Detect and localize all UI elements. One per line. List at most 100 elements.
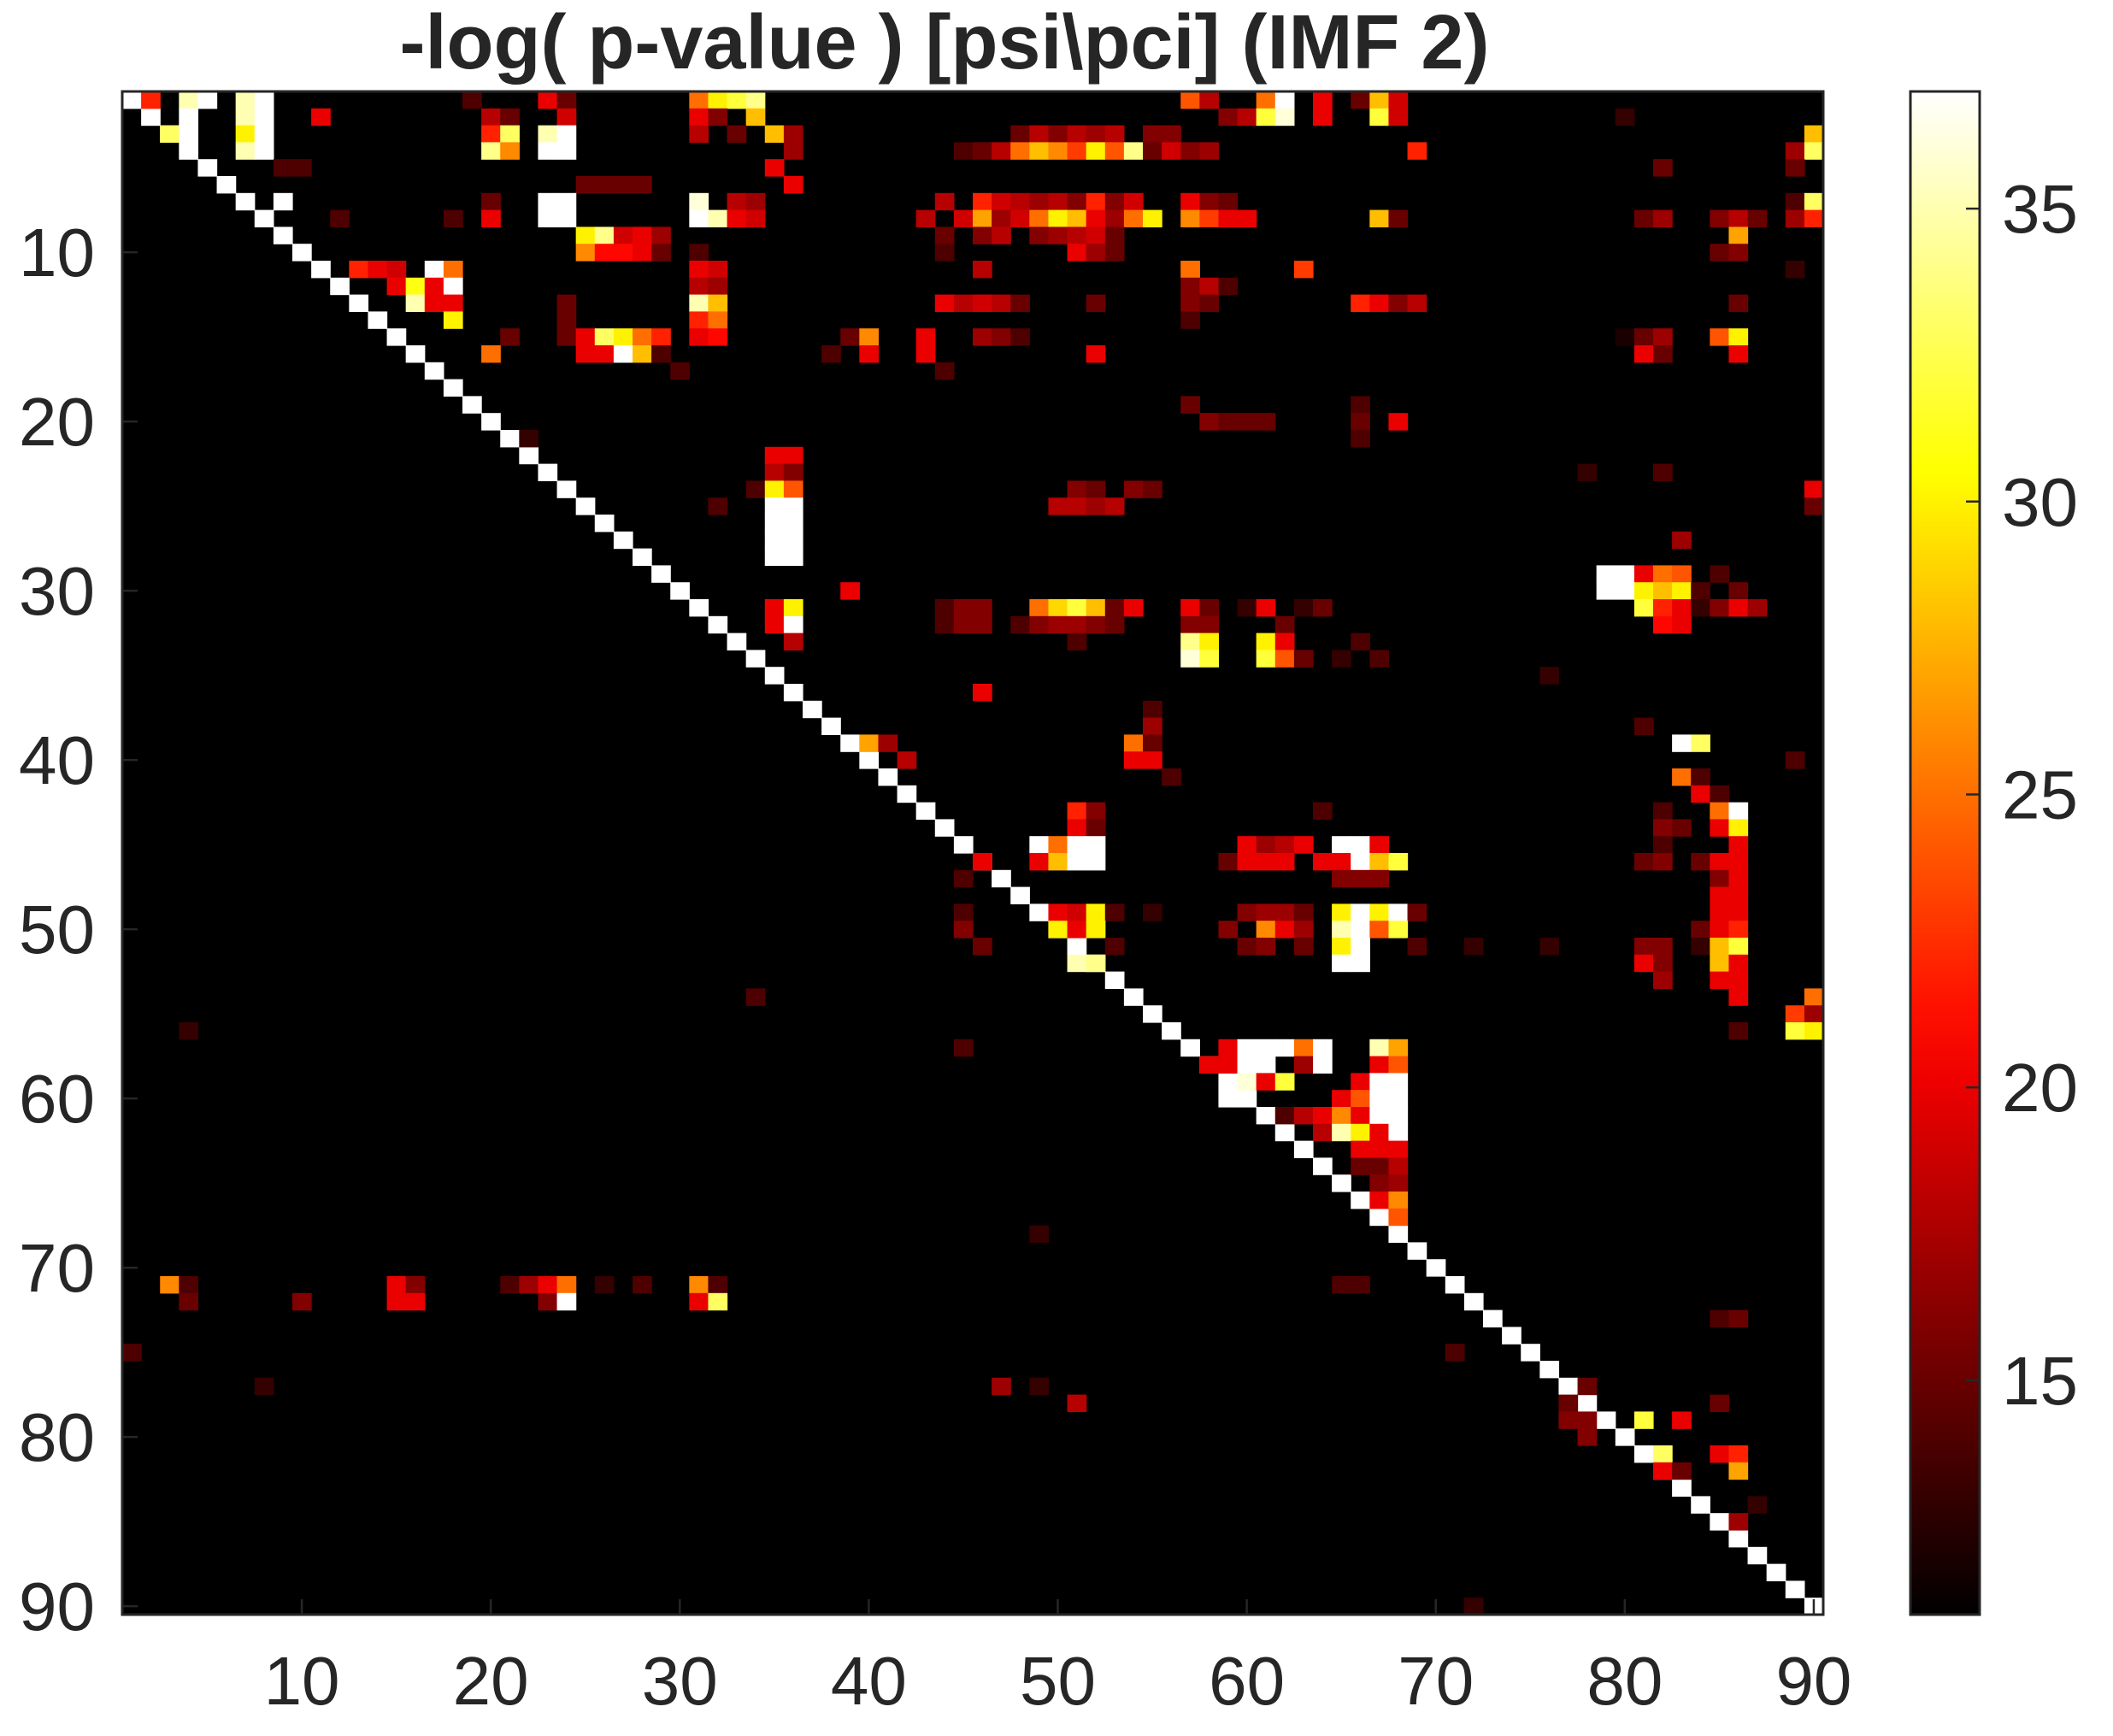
heatmap-cell-diagonal — [633, 548, 652, 566]
heatmap-cell — [689, 294, 709, 312]
heatmap-cell — [1728, 938, 1749, 956]
x-tick-label: 70 — [1398, 1643, 1474, 1719]
heatmap-cell — [1180, 650, 1200, 668]
heatmap-cell-diagonal — [254, 209, 274, 227]
heatmap-plot-area — [122, 91, 1824, 1615]
heatmap-cell — [1388, 91, 1409, 109]
heatmap-cell — [992, 328, 1011, 346]
heatmap-cell — [1388, 1107, 1409, 1125]
heatmap-cell — [594, 1276, 615, 1294]
heatmap-cell — [1653, 802, 1673, 820]
heatmap-cell — [1256, 921, 1276, 939]
heatmap-cell — [915, 345, 936, 363]
heatmap-cell — [1351, 91, 1370, 109]
heatmap-cell — [1162, 768, 1181, 786]
heatmap-cell — [973, 227, 992, 244]
heatmap-cell — [538, 142, 558, 160]
heatmap-cell — [973, 938, 992, 956]
heatmap-cell — [556, 192, 577, 211]
heatmap-cell — [764, 515, 785, 533]
heatmap-cell — [992, 227, 1011, 244]
heatmap-cell — [689, 192, 709, 211]
heatmap-cell — [1067, 599, 1087, 617]
heatmap-cell-diagonal — [1351, 1192, 1370, 1209]
heatmap-cell — [1351, 413, 1370, 431]
heatmap-cell-diagonal — [1747, 1546, 1768, 1565]
heatmap-cell-diagonal — [1369, 1208, 1390, 1227]
heatmap-cell-diagonal — [783, 684, 803, 702]
heatmap-cell — [292, 1292, 312, 1311]
heatmap-cell-diagonal — [803, 700, 822, 719]
heatmap-cell — [330, 209, 350, 227]
y-tick-label: 10 — [19, 215, 95, 291]
heatmap-cell — [1332, 1276, 1351, 1294]
heatmap-cell-diagonal — [897, 785, 917, 803]
heatmap-cell — [1029, 1377, 1050, 1396]
heatmap-cell-diagonal — [424, 362, 444, 380]
heatmap-cell — [1143, 480, 1162, 498]
heatmap-cell — [1633, 717, 1654, 735]
heatmap-cell — [1180, 209, 1200, 227]
heatmap-cell — [1369, 108, 1390, 127]
heatmap-cell — [1274, 1107, 1295, 1125]
heatmap-cell — [1728, 1462, 1749, 1480]
heatmap-cell — [1199, 91, 1220, 109]
x-tick-label: 20 — [453, 1643, 529, 1719]
heatmap-cell — [1672, 734, 1692, 752]
heatmap-cell — [1313, 599, 1333, 617]
heatmap-cell — [1369, 209, 1390, 227]
heatmap-cell — [1180, 294, 1200, 312]
heatmap-cell — [1369, 91, 1390, 109]
heatmap-cell — [1048, 853, 1068, 871]
heatmap-cell — [689, 1276, 709, 1294]
heatmap-cell-diagonal — [745, 650, 766, 668]
heatmap-cell — [1672, 1411, 1692, 1429]
heatmap-cell — [1143, 751, 1162, 769]
heatmap-cell — [1180, 192, 1200, 211]
heatmap-cell — [594, 345, 615, 363]
heatmap-cell — [1407, 903, 1427, 921]
heatmap-cell — [840, 582, 860, 600]
heatmap-cell — [1388, 1192, 1409, 1209]
heatmap-cell — [1123, 751, 1144, 769]
heatmap-cell-diagonal — [1766, 1563, 1786, 1581]
heatmap-cell — [953, 294, 974, 312]
y-tick-label: 30 — [19, 553, 95, 629]
heatmap-cell — [405, 1276, 426, 1294]
heatmap-cell — [500, 142, 520, 160]
heatmap-cell — [1237, 413, 1257, 431]
heatmap-cell — [575, 176, 596, 194]
heatmap-cell-diagonal — [1293, 1140, 1314, 1158]
heatmap-cell-diagonal — [1558, 1377, 1579, 1396]
heatmap-cell — [1123, 192, 1144, 211]
heatmap-cell — [575, 328, 596, 346]
heatmap-cell — [254, 125, 274, 143]
heatmap-cell — [481, 192, 501, 211]
heatmap-cell — [1332, 869, 1351, 888]
heatmap-cell — [1086, 480, 1106, 498]
heatmap-cell — [1369, 853, 1390, 871]
heatmap-cell-diagonal — [1274, 1123, 1295, 1142]
heatmap-cell — [1804, 480, 1824, 498]
heatmap-cell — [992, 294, 1011, 312]
heatmap-cell — [1104, 227, 1125, 244]
heatmap-cell — [1785, 261, 1805, 279]
heatmap-cell — [386, 1292, 407, 1311]
heatmap-cell — [992, 1377, 1011, 1396]
heatmap-cell — [1710, 886, 1730, 904]
heatmap-cell-diagonal — [1577, 1394, 1598, 1412]
heatmap-cell — [1710, 938, 1730, 956]
heatmap-cell — [973, 142, 992, 160]
heatmap-cell — [1237, 853, 1257, 871]
heatmap-cell — [1596, 582, 1616, 600]
heatmap-cell — [1237, 938, 1257, 956]
heatmap-cell — [613, 176, 633, 194]
heatmap-cell — [1691, 734, 1710, 752]
heatmap-cell — [1293, 1107, 1314, 1125]
heatmap-cell — [386, 277, 407, 296]
heatmap-cell — [727, 209, 747, 227]
heatmap-cell — [1710, 903, 1730, 921]
heatmap-cell — [1256, 836, 1276, 854]
heatmap-cell — [613, 244, 633, 262]
